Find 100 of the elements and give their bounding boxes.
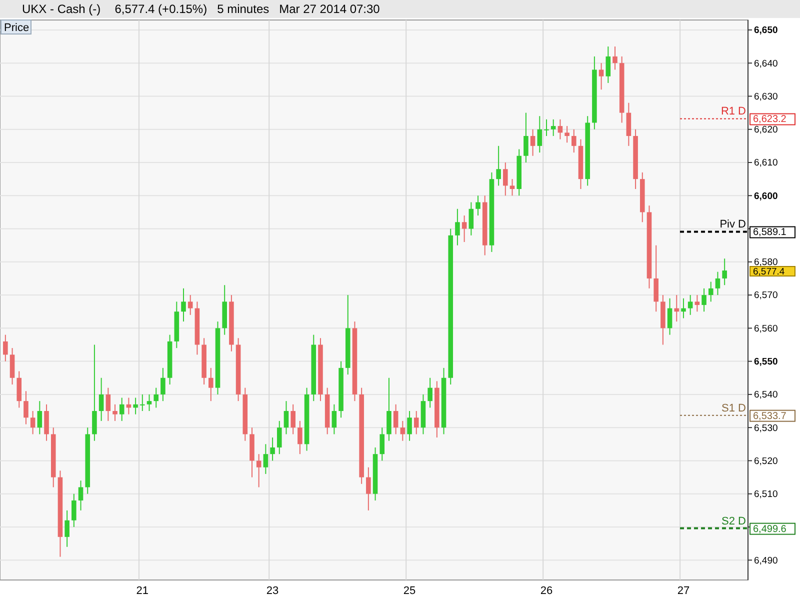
text: 6,577.4 bbox=[753, 266, 785, 278]
candlestick bbox=[3, 334, 8, 362]
candlestick bbox=[160, 367, 166, 402]
candlestick bbox=[284, 400, 289, 435]
candlestick bbox=[407, 410, 412, 442]
candlestick bbox=[256, 454, 262, 488]
candlestick bbox=[708, 281, 714, 302]
y-tick-label: 6,600 bbox=[754, 190, 778, 202]
candlestick bbox=[626, 102, 632, 146]
y-tick-label: 6,610 bbox=[754, 158, 778, 169]
candlestick bbox=[146, 394, 152, 412]
candlestick bbox=[16, 370, 22, 408]
candlestick bbox=[24, 390, 28, 425]
y-tick-label: 6,640 bbox=[754, 58, 778, 70]
candlestick bbox=[386, 377, 392, 442]
candlestick bbox=[681, 298, 686, 319]
candlestick bbox=[98, 377, 104, 422]
candlestick bbox=[496, 145, 501, 186]
ref-line-label: R1 D bbox=[720, 106, 746, 118]
candlestick bbox=[181, 288, 186, 322]
candlestick bbox=[537, 116, 542, 154]
candlestick bbox=[530, 128, 536, 156]
candlestick bbox=[598, 62, 604, 90]
candlestick bbox=[558, 118, 563, 140]
ref-line-label: S2 D bbox=[722, 515, 746, 528]
candlestick bbox=[654, 244, 658, 312]
y-tick-label: 6,570 bbox=[754, 290, 778, 302]
candlestick bbox=[702, 288, 706, 312]
x-tick-label: 21 bbox=[136, 585, 149, 597]
candlestick bbox=[455, 208, 460, 246]
text: 6,499.6 bbox=[753, 524, 787, 535]
chart-subtitle: 6,577.4 (+0.15%) 5 minutes Mar 27 2014 07:30 bbox=[114, 2, 380, 16]
y-tick-label: 6,540 bbox=[754, 390, 778, 401]
candlestick bbox=[188, 294, 193, 316]
y-tick-label: 6,650 bbox=[754, 25, 778, 36]
candlestick bbox=[37, 400, 42, 435]
candlestick bbox=[112, 404, 118, 422]
y-tick-label: 6,630 bbox=[754, 91, 778, 102]
candlestick bbox=[428, 377, 432, 408]
candlestick bbox=[298, 420, 302, 455]
candlestick bbox=[550, 118, 556, 136]
candlestick bbox=[606, 46, 611, 84]
candlestick bbox=[674, 294, 680, 322]
ref-line-label: S1 D bbox=[722, 402, 746, 414]
candlestick bbox=[106, 387, 111, 422]
candlestick bbox=[276, 420, 282, 455]
candlestick bbox=[476, 195, 480, 216]
y-tick-label: 6,580 bbox=[754, 257, 778, 268]
candlestick bbox=[10, 348, 15, 385]
candlestick bbox=[119, 397, 124, 422]
candlestick bbox=[503, 162, 508, 196]
candlestick bbox=[332, 404, 337, 435]
candlestick bbox=[154, 387, 158, 408]
y-tick-label: 6,530 bbox=[754, 422, 778, 434]
ref-line-label: Piv D bbox=[720, 218, 746, 231]
y-tick-label: 6,490 bbox=[754, 555, 778, 566]
y-tick-label: 6,520 bbox=[754, 456, 778, 467]
candlestick bbox=[290, 404, 296, 435]
candlestick bbox=[208, 367, 214, 402]
y-tick-label: 6,510 bbox=[754, 489, 778, 500]
candlestick bbox=[133, 397, 138, 415]
candlestick bbox=[263, 444, 268, 474]
candlestick bbox=[688, 294, 693, 316]
candlestick bbox=[366, 466, 371, 511]
candlestick bbox=[564, 126, 570, 144]
candlestick bbox=[462, 215, 467, 243]
candlestick bbox=[612, 46, 618, 70]
text: 6,623.2 bbox=[753, 114, 787, 126]
candlestick bbox=[524, 112, 528, 163]
candlestick bbox=[468, 202, 474, 236]
chart-title: UKX - Cash (-) bbox=[22, 2, 101, 16]
candlestick bbox=[270, 437, 275, 462]
candlestick bbox=[393, 404, 398, 435]
candlestick bbox=[140, 394, 145, 412]
x-tick-label: 25 bbox=[403, 585, 416, 597]
candlestick bbox=[572, 128, 576, 154]
candlestick bbox=[667, 298, 672, 336]
y-tick-label: 6,560 bbox=[754, 323, 778, 334]
x-tick-label: 23 bbox=[266, 585, 279, 597]
y-tick-label: 6,620 bbox=[754, 124, 778, 136]
candlestick bbox=[30, 410, 36, 435]
annotation: Price bbox=[4, 22, 30, 34]
text: 6,533.7 bbox=[753, 410, 787, 422]
candlestick bbox=[380, 427, 385, 462]
candlestick bbox=[414, 410, 419, 435]
candlestick bbox=[92, 344, 97, 442]
candlestick bbox=[64, 510, 70, 548]
candlestick bbox=[510, 178, 515, 196]
candlestick bbox=[544, 118, 549, 136]
candlestick bbox=[78, 480, 84, 511]
y-tick-label: 6,550 bbox=[754, 356, 778, 368]
text: 6,589.1 bbox=[753, 227, 787, 238]
candlestick bbox=[722, 258, 727, 286]
candlestick bbox=[44, 404, 49, 442]
candlestick bbox=[400, 420, 406, 442]
candlestick bbox=[715, 271, 720, 296]
candlestick bbox=[694, 294, 700, 312]
x-tick-label: 26 bbox=[540, 585, 553, 597]
candlestick bbox=[72, 493, 76, 528]
x-tick-label: 27 bbox=[677, 585, 690, 597]
